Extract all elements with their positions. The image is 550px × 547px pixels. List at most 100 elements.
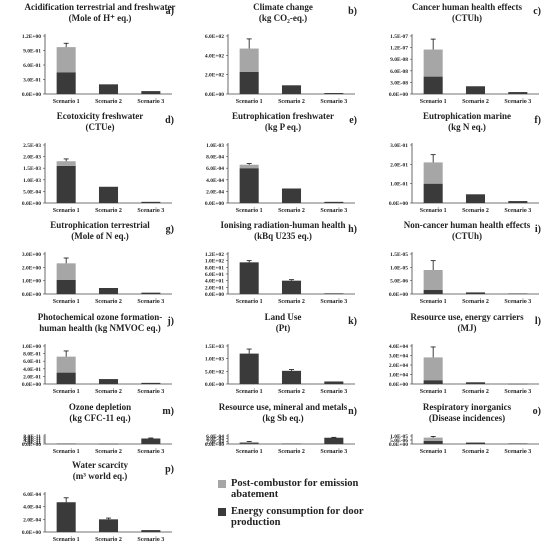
y-tick-label: 0.0E+00: [205, 292, 224, 298]
bar-post: [423, 270, 443, 290]
chart-title: (kg Sb eq.): [262, 413, 303, 423]
y-tick-label: 0.0E+00: [22, 442, 41, 448]
chart-title: Ozone depletion: [69, 402, 131, 412]
chart-title: Resource use, energy carriers: [410, 312, 524, 322]
y-tick-label: 0.0E+00: [205, 382, 224, 388]
x-tick-label: Scenario 1: [236, 449, 263, 455]
y-tick-label: 2.5E-03: [23, 143, 41, 149]
x-tick-label: Scenario 3: [137, 208, 164, 214]
chart-panel: Resource use, mineral and metals(kg Sb e…: [205, 402, 357, 455]
y-tick-label: 0.0E+00: [205, 442, 224, 448]
chart-title: Respiratory inorganics: [423, 402, 512, 412]
bar-energy: [465, 292, 486, 294]
chart-panel: Acidification terrestrial and freshwater…: [22, 2, 176, 105]
panel-label: g): [166, 224, 174, 235]
bar-energy: [508, 443, 528, 444]
x-tick-label: Scenario 1: [420, 299, 447, 305]
panel-label: c): [533, 6, 541, 17]
bar-energy: [324, 201, 344, 203]
bar-energy: [98, 443, 119, 445]
chart-title: (MJ): [458, 323, 477, 333]
y-tick-label: 6.0E-04: [206, 166, 224, 172]
y-tick-label: 2.0E-01: [23, 374, 41, 380]
bar-energy: [141, 530, 161, 532]
y-tick-label: 1.5E-03: [23, 166, 41, 172]
x-tick-label: Scenario 2: [95, 537, 122, 543]
bar-energy: [423, 440, 443, 444]
y-tick-label: 1.5E-05: [390, 252, 408, 258]
chart-title: Photochemical ozone formation-: [38, 312, 162, 322]
bar-energy: [98, 186, 119, 203]
bar-energy: [465, 194, 486, 203]
x-tick-label: Scenario 1: [53, 99, 80, 105]
y-tick-label: 1.0E+03: [205, 357, 224, 363]
y-tick-label: 1.0E-05: [390, 265, 408, 271]
y-tick-label: 6.0E-11: [23, 436, 41, 442]
y-tick-label: 8.0E-11: [23, 434, 41, 440]
chart-title: (Pt): [276, 323, 291, 333]
chart-title: (kg CO₂-eq.): [259, 13, 307, 23]
chart-title: (CTUh): [452, 231, 482, 241]
y-tick-label: 4.0E-01: [23, 367, 41, 373]
x-tick-label: Scenario 3: [320, 99, 347, 105]
y-tick-label: 0.0E+00: [22, 201, 41, 207]
x-tick-label: Scenario 2: [95, 208, 122, 214]
x-tick-label: Scenario 1: [236, 299, 263, 305]
chart-panel: Ecotoxicity freshwater(CTUe) d) 0.0E+00 5.0…: [22, 111, 174, 214]
chart-panel: Eutrophication terrestrial(Mole of N eq.…: [22, 220, 174, 305]
y-tick-label: 0.0E+00: [389, 92, 408, 98]
bar-energy: [141, 438, 161, 444]
chart-panel: Land Use(Pt) k) 0.0E+00 5.0E+02 1.0E+03 1.5E+…: [205, 312, 357, 395]
panel-label: i): [535, 224, 541, 235]
bar-post: [239, 164, 259, 169]
y-tick-label: 4.0E-04: [206, 437, 224, 443]
bar-energy: [423, 380, 443, 384]
x-tick-label: Scenario 2: [95, 299, 122, 305]
bar-energy: [239, 71, 259, 94]
chart-title: (CTUh): [452, 13, 482, 23]
x-tick-label: Scenario 2: [95, 99, 122, 105]
x-tick-label: Scenario 3: [320, 208, 347, 214]
chart-title: Ecotoxicity freshwater: [57, 111, 144, 121]
x-tick-label: Scenario 3: [504, 299, 531, 305]
bar-energy: [141, 201, 161, 203]
bar-energy: [281, 188, 302, 203]
y-tick-label: 6.0E-04: [206, 434, 224, 440]
bar-energy: [56, 443, 76, 445]
chart-title: (kBq U235 eq.): [254, 231, 312, 241]
y-tick-label: 5.0E+02: [205, 369, 224, 375]
x-tick-label: Scenario 1: [53, 299, 80, 305]
y-tick-label: 6.0E-01: [23, 63, 41, 69]
x-tick-label: Scenario 3: [137, 449, 164, 455]
y-tick-label: 1.0E+04: [389, 373, 408, 379]
y-tick-label: 0.0E+00: [22, 292, 41, 298]
y-tick-label: 2.0E-11: [23, 440, 41, 446]
y-tick-label: 3.0E-01: [390, 143, 408, 149]
panel-label: j): [166, 316, 174, 327]
bar-energy: [465, 382, 486, 384]
y-tick-label: 6.0E-08: [390, 69, 408, 75]
bar-energy: [508, 201, 528, 203]
y-tick-label: 6.0E+01: [205, 272, 224, 278]
bar-post: [239, 442, 259, 444]
y-tick-label: 4.0E+01: [205, 279, 224, 285]
bar-post: [423, 49, 443, 77]
x-tick-label: Scenario 2: [95, 449, 122, 455]
panel-label: p): [165, 464, 174, 475]
y-tick-label: 0.0E+00: [205, 201, 224, 207]
bar-post: [56, 47, 76, 73]
bar-energy: [324, 437, 344, 444]
panel-label: e): [349, 115, 357, 126]
y-tick-label: 2.0E+01: [205, 285, 224, 291]
legend-swatch-post: [218, 480, 226, 488]
legend: Post-combustor for emission abatement En…: [218, 478, 408, 534]
bar-energy: [98, 379, 119, 384]
y-tick-label: 1.0E+00: [22, 279, 41, 285]
chart-title: Eutrophication marine: [423, 111, 511, 121]
panel-label: h): [348, 224, 357, 235]
y-tick-label: 2.0E+00: [22, 265, 41, 271]
y-tick-label: 5.0E-06: [390, 438, 408, 444]
y-tick-label: 1.0E+00: [22, 344, 41, 350]
panel-label: n): [348, 406, 357, 417]
x-tick-label: Scenario 3: [137, 537, 164, 543]
